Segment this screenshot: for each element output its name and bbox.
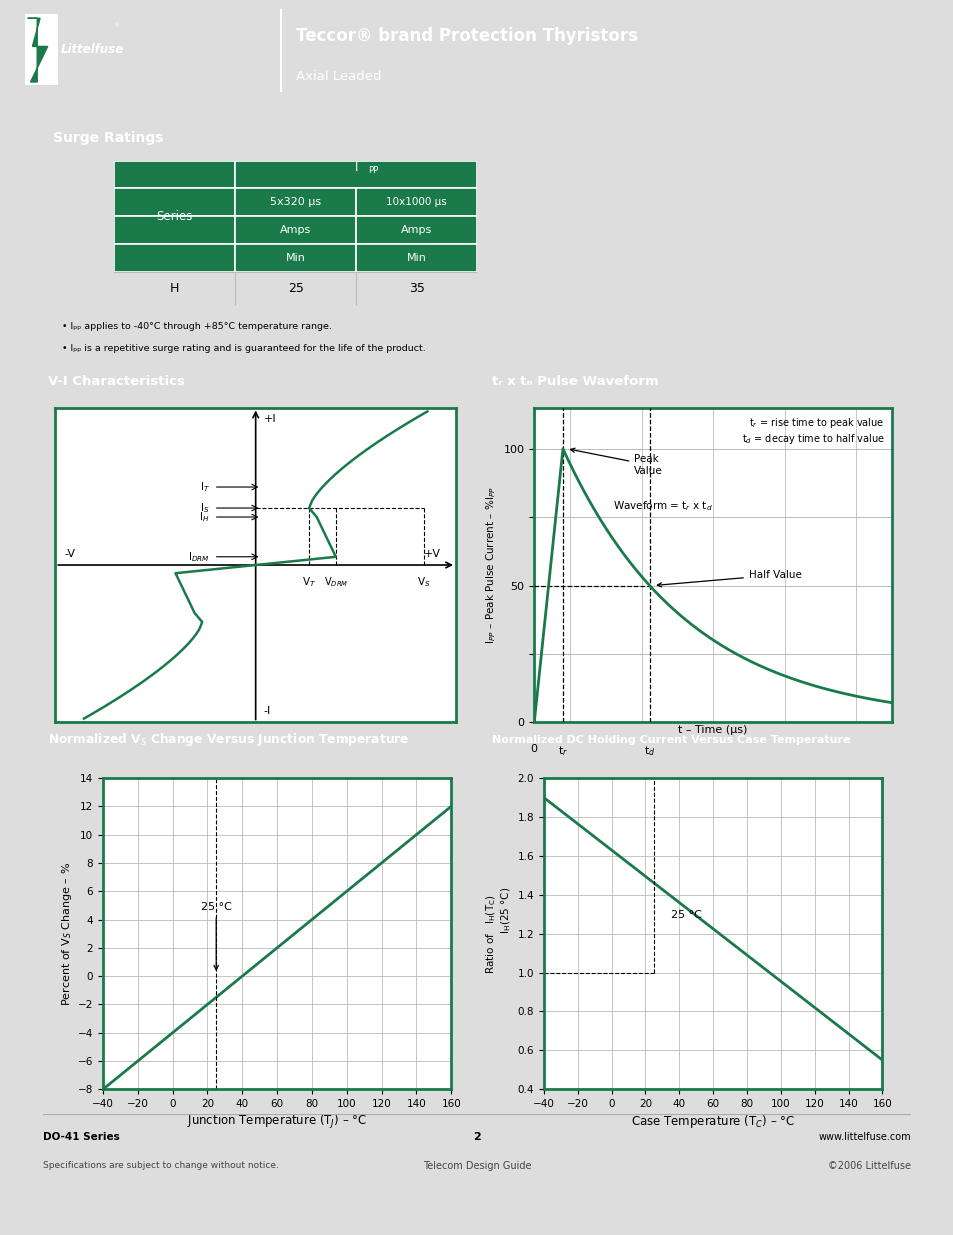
Text: I$_S$: I$_S$ bbox=[200, 501, 210, 515]
Y-axis label: Ratio of   $\mathregular{I_H(T_C)}$
              $\mathregular{I_H(25\ °C)}$: Ratio of $\mathregular{I_H(T_C)}$ $\math… bbox=[483, 887, 513, 981]
Bar bbox=[114, 245, 235, 272]
Bar bbox=[235, 161, 476, 188]
Text: I: I bbox=[355, 161, 357, 174]
Text: Normalized DC Holding Current Versus Case Temperature: Normalized DC Holding Current Versus Cas… bbox=[491, 735, 849, 745]
Bar bbox=[114, 189, 235, 216]
Y-axis label: I$_{PP}$ – Peak Pulse Current – %I$_{PP}$: I$_{PP}$ – Peak Pulse Current – %I$_{PP}… bbox=[484, 487, 497, 643]
Bar bbox=[355, 189, 476, 216]
Text: I$_H$: I$_H$ bbox=[199, 510, 210, 524]
Text: t$_d$ = decay time to half value: t$_d$ = decay time to half value bbox=[741, 432, 883, 446]
Text: PP: PP bbox=[368, 165, 377, 175]
Text: ©2006 Littelfuse: ©2006 Littelfuse bbox=[827, 1161, 910, 1171]
Text: Min: Min bbox=[286, 253, 305, 263]
Text: Min: Min bbox=[406, 253, 426, 263]
Text: Amps: Amps bbox=[280, 225, 311, 235]
Text: • Iₚₚ is a repetitive surge rating and is guaranteed for the life of the product: • Iₚₚ is a repetitive surge rating and i… bbox=[62, 343, 425, 352]
Text: V-I Characteristics: V-I Characteristics bbox=[48, 375, 185, 388]
Text: V$_{DRM}$: V$_{DRM}$ bbox=[323, 576, 348, 589]
Text: I$_T$: I$_T$ bbox=[199, 480, 210, 494]
Bar bbox=[235, 245, 355, 272]
Text: DO-41 Series: DO-41 Series bbox=[43, 1131, 119, 1141]
Text: I$_{DRM}$: I$_{DRM}$ bbox=[188, 550, 210, 563]
Text: Teccor® brand Protection Thyristors: Teccor® brand Protection Thyristors bbox=[295, 27, 637, 46]
Text: www.littelfuse.com: www.littelfuse.com bbox=[818, 1131, 910, 1141]
Text: Axial Leaded: Axial Leaded bbox=[295, 70, 381, 84]
Text: -V: -V bbox=[65, 550, 76, 559]
Text: 35: 35 bbox=[408, 283, 424, 295]
Text: Surge Ratings: Surge Ratings bbox=[53, 131, 164, 146]
Text: Specifications are subject to change without notice.: Specifications are subject to change wit… bbox=[43, 1161, 278, 1171]
Bar bbox=[355, 245, 476, 272]
Bar bbox=[235, 216, 355, 245]
Bar bbox=[235, 189, 355, 216]
Text: • Iₚₚ applies to -40°C through +85°C temperature range.: • Iₚₚ applies to -40°C through +85°C tem… bbox=[62, 322, 332, 331]
Text: 2: 2 bbox=[473, 1131, 480, 1141]
Bar bbox=[114, 161, 235, 188]
Text: Peak
Value: Peak Value bbox=[570, 448, 662, 475]
Text: 0: 0 bbox=[530, 745, 537, 755]
Text: t$_d$: t$_d$ bbox=[643, 745, 655, 758]
Text: Amps: Amps bbox=[400, 225, 432, 235]
Text: H: H bbox=[170, 283, 179, 295]
Text: 25 °C: 25 °C bbox=[200, 903, 232, 969]
Text: t$_r$ = rise time to peak value: t$_r$ = rise time to peak value bbox=[749, 416, 883, 430]
Bar bbox=[355, 216, 476, 245]
Text: Normalized V$_S$ Change Versus Junction Temperature: Normalized V$_S$ Change Versus Junction … bbox=[48, 731, 409, 748]
Polygon shape bbox=[28, 19, 48, 82]
Y-axis label: Percent of V$_S$ Change – %: Percent of V$_S$ Change – % bbox=[60, 862, 73, 1005]
Bar bbox=[25, 14, 58, 85]
Text: 25 °C: 25 °C bbox=[670, 910, 700, 920]
Text: -I: -I bbox=[263, 706, 271, 716]
Text: Series: Series bbox=[156, 210, 193, 222]
X-axis label: Junction Temperature (T$_J$) – °C: Junction Temperature (T$_J$) – °C bbox=[187, 1113, 367, 1131]
Text: tᵣ x tₙ Pulse Waveform: tᵣ x tₙ Pulse Waveform bbox=[491, 375, 658, 388]
Text: 10x1000 μs: 10x1000 μs bbox=[386, 198, 447, 207]
Bar bbox=[114, 216, 235, 245]
X-axis label: t – Time (μs): t – Time (μs) bbox=[678, 725, 747, 735]
Text: 25: 25 bbox=[288, 283, 303, 295]
Text: 5x320 μs: 5x320 μs bbox=[270, 198, 321, 207]
Text: ®: ® bbox=[112, 23, 118, 28]
Text: V$_S$: V$_S$ bbox=[416, 576, 430, 589]
Text: +I: +I bbox=[263, 414, 275, 424]
X-axis label: Case Temperature (T$_C$) – °C: Case Temperature (T$_C$) – °C bbox=[630, 1113, 795, 1130]
Text: Telecom Design Guide: Telecom Design Guide bbox=[422, 1161, 531, 1171]
Text: V$_T$: V$_T$ bbox=[302, 576, 315, 589]
Text: +V: +V bbox=[423, 550, 440, 559]
Text: Littelfuse: Littelfuse bbox=[61, 43, 124, 56]
Text: Half Value: Half Value bbox=[657, 571, 801, 587]
Text: Waveform = t$_r$ x t$_d$: Waveform = t$_r$ x t$_d$ bbox=[612, 499, 712, 513]
Text: t$_r$: t$_r$ bbox=[558, 745, 567, 758]
